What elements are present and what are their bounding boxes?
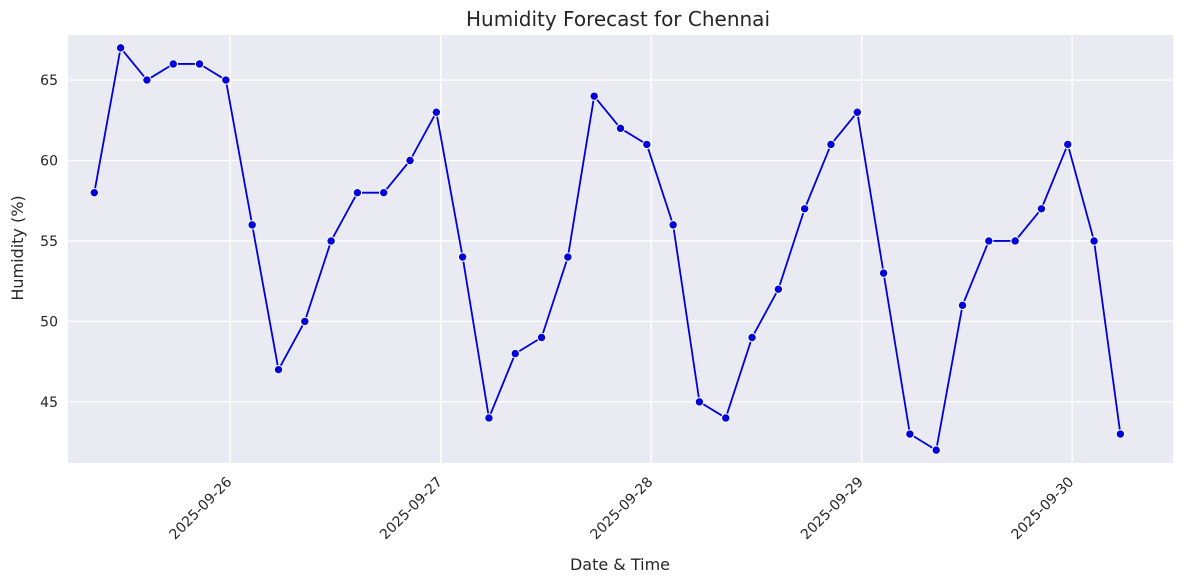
data-point [1036,204,1047,214]
data-point [905,429,915,439]
data-point [457,252,468,262]
x-tick-label: 2025-09-29 [798,474,867,543]
humidity-series-line [93,46,1122,452]
data-point [326,236,336,246]
data-point [878,268,889,278]
y-tick-label: 45 [40,395,58,411]
data-point [615,123,626,134]
data-point [852,107,862,117]
data-point [1115,429,1126,439]
data-point [1063,139,1073,150]
x-gridlines [229,35,1073,463]
data-point [194,59,205,69]
y-tick-label: 50 [40,314,58,330]
data-point [826,139,836,150]
data-point [1089,236,1099,246]
data-point [747,332,757,343]
data-point [668,220,678,230]
data-point [379,187,389,198]
y-gridlines [68,79,1173,403]
y-tick-label: 60 [40,154,58,170]
data-point [405,155,415,166]
chart-title: Humidity Forecast for Chennai [466,7,770,31]
data-point [773,284,784,294]
data-point [142,75,152,85]
data-point [1010,236,1020,246]
data-point [300,316,310,327]
data-point [536,332,547,343]
data-point [273,364,284,375]
data-point [89,187,100,198]
data-point [931,445,941,455]
data-point [642,139,652,150]
data-point [984,236,994,246]
plot-background [68,35,1173,463]
data-point [510,348,520,359]
data-point [484,413,494,423]
y-tick-label: 65 [40,73,58,89]
data-point [221,75,231,85]
data-point [694,397,705,407]
data-point [431,107,442,117]
series-layer [89,43,1126,455]
x-tick-labels: 2025-09-26 2025-09-27 2025-09-28 2025-09-29… [167,474,1078,543]
x-axis-label: Date & Time [570,555,670,574]
data-point [957,300,968,311]
y-tick-labels: 45 50 55 60 65 [40,73,58,411]
data-point [721,413,731,423]
y-axis-label: Humidity (%) [8,195,27,300]
data-point [799,204,810,214]
data-point [352,187,363,198]
y-tick-label: 55 [40,234,58,250]
data-point [247,220,257,230]
data-point [168,59,178,69]
x-tick-label: 2025-09-30 [1008,474,1077,543]
x-tick-label: 2025-09-26 [167,474,236,543]
x-tick-label: 2025-09-27 [377,474,446,543]
x-tick-label: 2025-09-28 [588,474,657,543]
data-point [563,252,573,262]
data-point [115,43,126,53]
data-point [589,91,599,101]
